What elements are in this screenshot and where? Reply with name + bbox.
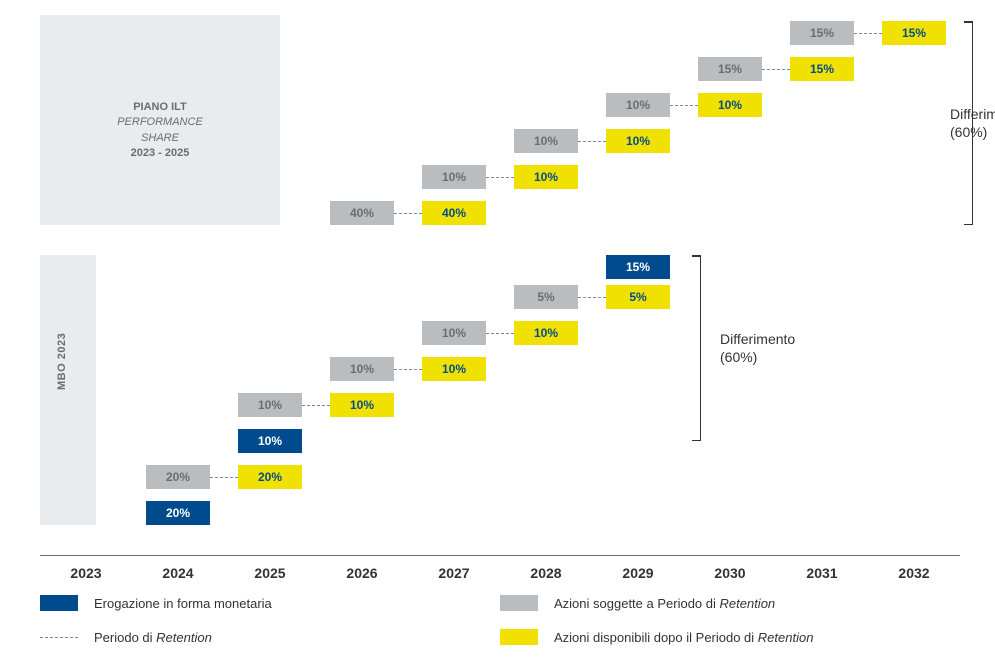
bar-grey: 15% [790, 21, 854, 45]
retention-dash [578, 297, 606, 298]
retention-dash [762, 69, 790, 70]
retention-dash [486, 333, 514, 334]
retention-dash [486, 177, 514, 178]
bar-grey: 10% [606, 93, 670, 117]
bar-yellow: 10% [330, 393, 394, 417]
year-label: 2024 [132, 565, 224, 581]
bar-yellow: 10% [514, 321, 578, 345]
plot-area: PIANO ILTPERFORMANCE SHARE2023 - 2025 MBO… [40, 15, 960, 565]
retention-dash [394, 213, 422, 214]
retention-dash [302, 405, 330, 406]
x-axis [40, 555, 960, 556]
retention-dash [670, 105, 698, 106]
bar-grey: 10% [422, 165, 486, 189]
annotation-bottom: Differimento(60%) [720, 330, 795, 366]
legend-text: Azioni disponibili dopo il Periodo di Re… [554, 630, 813, 645]
legend-swatch [500, 595, 538, 611]
bar-yellow: 15% [882, 21, 946, 45]
legend-item: Azioni disponibili dopo il Periodo di Re… [500, 629, 960, 645]
legend-item: Azioni soggette a Periodo di Retention [500, 595, 960, 611]
year-label: 2023 [40, 565, 132, 581]
bar-yellow: 15% [790, 57, 854, 81]
compensation-timeline-chart: PIANO ILTPERFORMANCE SHARE2023 - 2025 MBO… [0, 0, 995, 663]
legend-swatch [500, 629, 538, 645]
legend-text: Azioni soggette a Periodo di Retention [554, 596, 775, 611]
year-label: 2032 [868, 565, 960, 581]
legend-dash [40, 637, 78, 638]
legend-swatch [40, 595, 78, 611]
year-label: 2029 [592, 565, 684, 581]
legend-row: Erogazione in forma monetaria Azioni sogg… [40, 595, 960, 611]
legend-text: Periodo di Retention [94, 630, 212, 645]
retention-dash [394, 369, 422, 370]
bar-yellow: 10% [698, 93, 762, 117]
bar-grey: 15% [698, 57, 762, 81]
bar-yellow: 20% [238, 465, 302, 489]
bar-grey: 10% [422, 321, 486, 345]
legend-text: Erogazione in forma monetaria [94, 596, 272, 611]
bar-grey: 40% [330, 201, 394, 225]
legend: Erogazione in forma monetaria Azioni sogg… [40, 595, 960, 663]
year-label: 2028 [500, 565, 592, 581]
legend-row: Periodo di Retention Azioni disponibili d… [40, 629, 960, 645]
year-label: 2031 [776, 565, 868, 581]
bar-yellow: 40% [422, 201, 486, 225]
retention-dash [578, 141, 606, 142]
bg-box-label-mbo: MBO 2023 [56, 333, 68, 390]
bar-grey: 10% [330, 357, 394, 381]
bar-blue: 15% [606, 255, 670, 279]
bar-grey: 10% [238, 393, 302, 417]
bg-box-label-ilt: PIANO ILTPERFORMANCE SHARE2023 - 2025 [100, 100, 220, 162]
year-label: 2025 [224, 565, 316, 581]
bar-grey: 20% [146, 465, 210, 489]
bar-yellow: 5% [606, 285, 670, 309]
legend-item: Erogazione in forma monetaria [40, 595, 500, 611]
bracket-bottom [700, 255, 701, 441]
year-label: 2030 [684, 565, 776, 581]
bar-yellow: 10% [422, 357, 486, 381]
retention-dash [210, 477, 238, 478]
retention-dash [854, 33, 882, 34]
year-label: 2026 [316, 565, 408, 581]
bar-yellow: 10% [606, 129, 670, 153]
year-label: 2027 [408, 565, 500, 581]
legend-item: Periodo di Retention [40, 629, 500, 645]
annotation-top: Differimento(60%) [950, 105, 995, 141]
bg-box-mbo [40, 255, 96, 525]
bar-blue: 20% [146, 501, 210, 525]
bar-blue: 10% [238, 429, 302, 453]
bar-grey: 10% [514, 129, 578, 153]
bar-grey: 5% [514, 285, 578, 309]
bar-yellow: 10% [514, 165, 578, 189]
